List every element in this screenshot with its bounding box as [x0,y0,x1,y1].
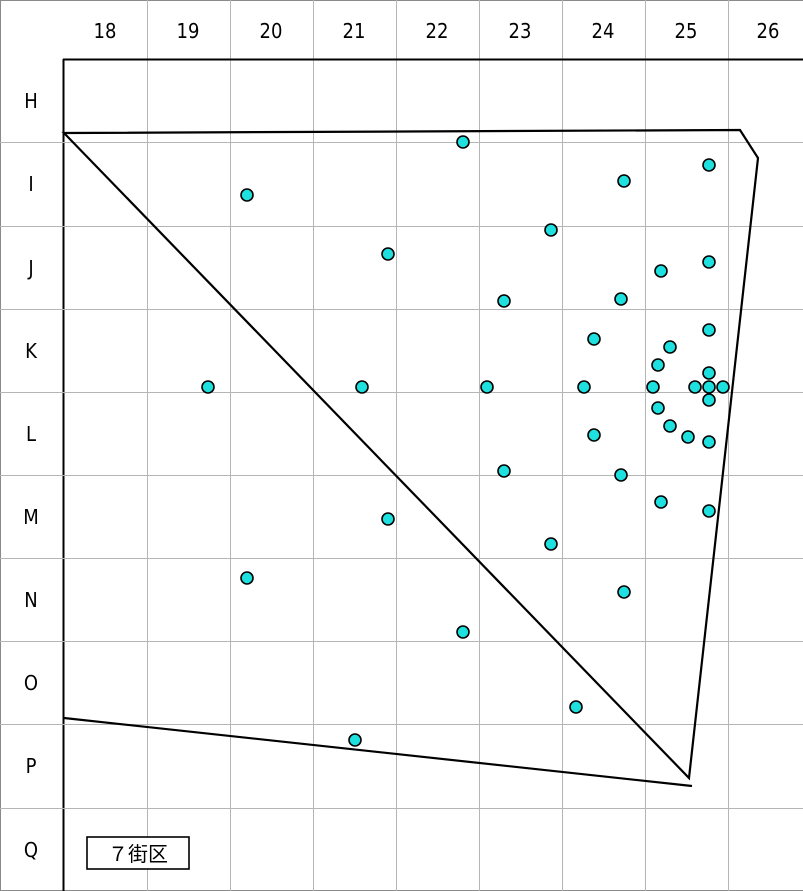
survey-point [688,380,702,394]
survey-point [651,358,665,372]
survey-point [348,733,362,747]
survey-point [587,332,601,346]
row-label: J [27,256,33,280]
survey-point [663,419,677,433]
row-label: N [24,588,37,612]
survey-point [497,464,511,478]
column-label: 20 [260,19,283,43]
block-label-box [86,836,190,870]
survey-point [681,430,695,444]
survey-point [614,292,628,306]
block-boundary-lower-edge [63,716,693,788]
survey-point [617,174,631,188]
survey-point [381,512,395,526]
survey-point [355,380,369,394]
column-label: 19 [177,19,200,43]
survey-point [577,380,591,394]
survey-point [702,435,716,449]
column-label: 21 [343,19,366,43]
survey-point [702,380,716,394]
column-label: 23 [509,19,532,43]
survey-point [544,223,558,237]
survey-points [201,135,730,747]
column-labels: 18 19 20 21 22 23 24 25 26 [94,19,780,43]
row-label: M [23,505,39,529]
survey-point [456,625,470,639]
survey-point [702,393,716,407]
survey-point [716,380,730,394]
block-label-text: ７街区 [108,842,168,866]
survey-point [654,495,668,509]
survey-point [702,323,716,337]
column-label: 24 [592,19,615,43]
row-label: L [26,422,36,446]
column-label: 18 [94,19,117,43]
block-boundary [61,128,760,781]
survey-point [587,428,601,442]
survey-point [240,188,254,202]
row-label: P [26,754,37,778]
survey-point [702,504,716,518]
column-label: 25 [675,19,698,43]
survey-point [381,247,395,261]
survey-point [702,255,716,269]
survey-point [702,158,716,172]
survey-point [240,571,254,585]
block-label: ７街区 [86,836,190,870]
survey-point [663,340,677,354]
survey-point [201,380,215,394]
survey-point [544,537,558,551]
survey-point [456,135,470,149]
row-label: H [24,89,38,113]
survey-point [654,264,668,278]
column-label: 22 [426,19,449,43]
survey-point [569,700,583,714]
row-label: Q [24,838,38,862]
column-label: 26 [757,19,780,43]
row-label: K [25,339,38,363]
survey-point [614,468,628,482]
survey-point [646,380,660,394]
survey-point [651,401,665,415]
survey-point [480,380,494,394]
row-labels: H I J K L M N O P Q [23,89,39,862]
survey-point [702,366,716,380]
survey-point [497,294,511,308]
row-label: I [28,172,33,196]
survey-point [617,585,631,599]
row-label: O [24,671,38,695]
